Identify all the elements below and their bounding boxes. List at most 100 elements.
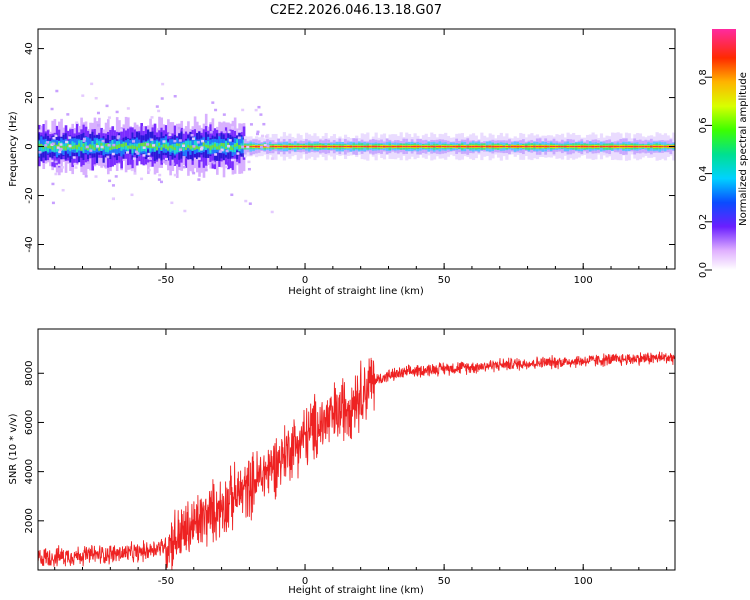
snr-xtick-label: -50 [158,576,174,587]
snr-ytick-label: 6000 [24,410,35,435]
heatmap-cell [241,145,245,149]
heatmap-cell [94,175,98,178]
heatmap-cell [585,145,590,148]
heatmap-cell [85,145,89,149]
heatmap-cell [98,146,101,151]
heatmap-cell [296,146,300,148]
heatmap-cell [288,145,292,148]
heatmap-cell [150,138,154,142]
heatmap-cell [558,145,562,148]
heatmap-cell [222,143,226,152]
heatmap-cell [271,145,275,148]
spectrogram-xtick-label: -50 [158,275,174,286]
heatmap-cell [187,144,190,148]
heatmap-cell [38,143,41,147]
heatmap-cell [233,144,237,147]
heatmap-cell [388,146,392,148]
heatmap-cell [73,162,77,166]
heatmap-cell [81,94,85,97]
heatmap-cell [624,145,629,148]
heatmap-cell [480,145,484,148]
heatmap-cell [191,139,195,151]
heatmap-cell [147,168,151,172]
heatmap-cell [136,152,140,155]
snr-ytick-label: 2000 [24,508,35,533]
heatmap-cell [60,143,63,148]
heatmap-cell [241,108,245,112]
heatmap-cell [126,151,130,154]
heatmap-cell [51,182,55,186]
heatmap-cell [127,138,130,150]
spectrogram-heatmap [38,82,675,214]
heatmap-cell [82,143,86,147]
heatmap-cell [198,146,201,150]
heatmap-cell [280,146,284,148]
heatmap-cell [173,94,177,98]
heatmap-cell [341,145,345,148]
heatmap-cell [385,146,389,148]
heatmap-cell [224,140,228,149]
heatmap-cell [627,145,631,148]
figure-title: C2E2.2026.046.13.18.G07 [270,3,442,18]
heatmap-cell [382,145,387,148]
heatmap-cell [82,137,86,141]
heatmap-cell [204,168,208,172]
heatmap-cell [120,145,123,151]
heatmap-cell [441,146,445,148]
heatmap-cell [229,145,233,150]
heatmap-cell [147,143,150,148]
heatmap-cell [160,138,164,151]
heatmap-cell [147,152,151,156]
heatmap-cell [197,178,201,181]
snr-frame [37,328,676,571]
heatmap-cell [335,146,339,148]
heatmap-cell [282,145,286,148]
heatmap-cell [149,143,152,148]
heatmap-cell [633,145,637,148]
heatmap-cell [524,145,528,148]
heatmap-cell [324,145,328,148]
heatmap-cell [50,107,54,111]
heatmap-cell [71,146,75,150]
colorbar: 0.0 0.2 0.4 0.6 0.8 Normalized spectral ampl… [698,29,749,278]
heatmap-cell [133,172,137,175]
heatmap-cell [130,193,134,197]
heatmap-cell [155,140,159,151]
heatmap-cell [256,130,260,134]
heatmap-cell [247,167,251,171]
heatmap-cell [355,145,359,148]
heatmap-cell [184,141,188,148]
heatmap-cell [230,193,234,197]
heatmap-cell [249,123,253,126]
heatmap-cell [530,146,534,148]
heatmap-cell [175,143,179,153]
heatmap-cell [218,145,221,150]
heatmap-cell [202,143,206,151]
spectrogram-xtick-label: 50 [438,275,451,286]
heatmap-cell [167,143,170,150]
heatmap-cell [246,145,250,149]
heatmap-cell [574,145,579,148]
heatmap-cell [65,140,69,144]
heatmap-cell [84,175,88,178]
spectrogram-ylabel: Frequency (Hz) [8,111,19,187]
heatmap-cell [413,145,417,148]
heatmap-cell [142,142,146,147]
heatmap-cell [369,146,373,148]
heatmap-cell [54,160,58,164]
heatmap-cell [264,135,268,138]
heatmap-cell [124,144,128,150]
heatmap-cell [508,145,512,148]
heatmap-cell [211,145,215,149]
heatmap-cell [126,107,130,110]
heatmap-cell [494,145,498,148]
heatmap-cell [416,145,420,148]
heatmap-cell [638,146,643,148]
heatmap-cell [469,145,473,148]
heatmap-cell [183,209,187,213]
heatmap-cell [53,143,57,153]
heatmap-cell [155,146,159,151]
heatmap-cell [483,146,487,148]
heatmap-cell [555,146,559,148]
spectrogram-xtick-label: 100 [574,275,593,286]
